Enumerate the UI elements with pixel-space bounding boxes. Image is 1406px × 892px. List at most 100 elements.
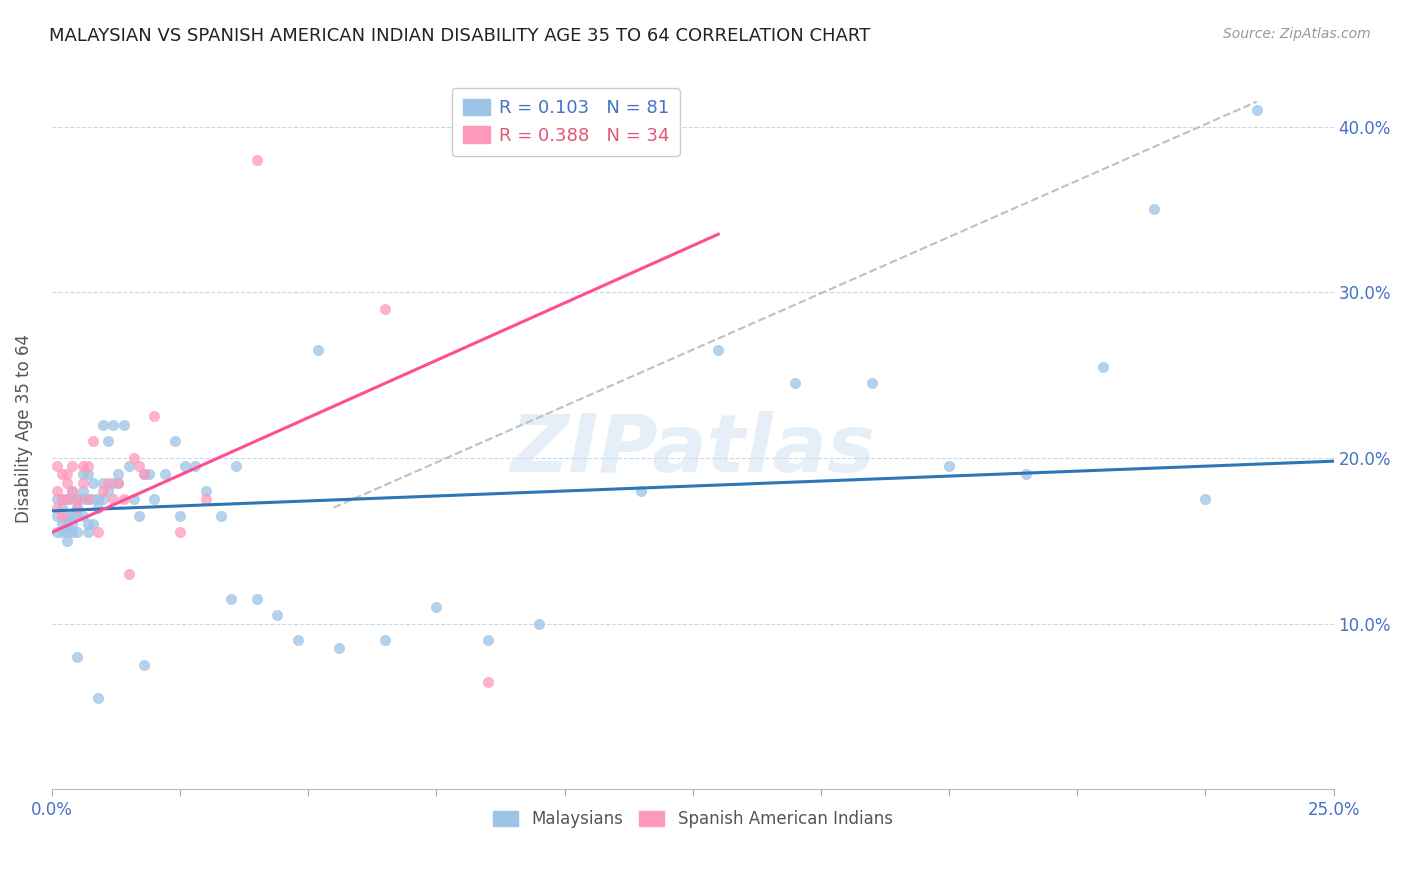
- Point: [266, 608, 288, 623]
- Point: [51, 492, 73, 507]
- Point: [143, 409, 166, 424]
- Point: [72, 475, 94, 490]
- Point: [51, 492, 73, 507]
- Point: [51, 467, 73, 482]
- Point: [45, 508, 67, 523]
- Point: [194, 492, 217, 507]
- Point: [66, 508, 89, 523]
- Point: [246, 591, 269, 606]
- Point: [169, 525, 191, 540]
- Point: [630, 483, 652, 498]
- Point: [707, 343, 730, 358]
- Point: [66, 492, 89, 507]
- Point: [56, 517, 79, 532]
- Point: [122, 492, 145, 507]
- Point: [209, 508, 232, 523]
- Point: [56, 467, 79, 482]
- Point: [87, 691, 110, 706]
- Point: [1246, 103, 1268, 117]
- Point: [72, 492, 94, 507]
- Point: [287, 633, 309, 648]
- Point: [51, 517, 73, 532]
- Point: [87, 500, 110, 515]
- Point: [938, 459, 960, 474]
- Point: [103, 475, 125, 490]
- Point: [97, 475, 120, 490]
- Point: [76, 492, 98, 507]
- Point: [97, 483, 120, 498]
- Point: [72, 483, 94, 498]
- Point: [76, 492, 98, 507]
- Y-axis label: Disability Age 35 to 64: Disability Age 35 to 64: [15, 334, 32, 524]
- Point: [72, 467, 94, 482]
- Point: [72, 508, 94, 523]
- Point: [91, 483, 114, 498]
- Point: [107, 475, 129, 490]
- Point: [219, 591, 242, 606]
- Point: [107, 475, 129, 490]
- Point: [128, 508, 150, 523]
- Point: [103, 417, 125, 432]
- Legend: Malaysians, Spanish American Indians: Malaysians, Spanish American Indians: [486, 804, 900, 835]
- Point: [132, 657, 155, 672]
- Point: [82, 475, 104, 490]
- Point: [56, 508, 79, 523]
- Point: [91, 417, 114, 432]
- Point: [91, 492, 114, 507]
- Point: [87, 492, 110, 507]
- Point: [107, 467, 129, 482]
- Point: [1091, 359, 1114, 374]
- Point: [122, 450, 145, 465]
- Point: [477, 674, 499, 689]
- Point: [132, 467, 155, 482]
- Point: [60, 525, 83, 540]
- Point: [45, 483, 67, 498]
- Point: [374, 301, 396, 316]
- Point: [76, 517, 98, 532]
- Point: [112, 417, 135, 432]
- Point: [60, 492, 83, 507]
- Point: [225, 459, 247, 474]
- Point: [66, 500, 89, 515]
- Text: MALAYSIAN VS SPANISH AMERICAN INDIAN DISABILITY AGE 35 TO 64 CORRELATION CHART: MALAYSIAN VS SPANISH AMERICAN INDIAN DIS…: [49, 27, 870, 45]
- Point: [60, 483, 83, 498]
- Point: [169, 508, 191, 523]
- Point: [56, 475, 79, 490]
- Point: [66, 492, 89, 507]
- Point: [45, 500, 67, 515]
- Point: [143, 492, 166, 507]
- Point: [76, 467, 98, 482]
- Point: [56, 525, 79, 540]
- Point: [87, 525, 110, 540]
- Point: [477, 633, 499, 648]
- Point: [56, 533, 79, 548]
- Point: [153, 467, 176, 482]
- Point: [51, 525, 73, 540]
- Point: [56, 492, 79, 507]
- Point: [82, 434, 104, 449]
- Point: [785, 376, 807, 391]
- Point: [328, 641, 350, 656]
- Point: [138, 467, 160, 482]
- Point: [128, 459, 150, 474]
- Point: [103, 492, 125, 507]
- Point: [51, 500, 73, 515]
- Point: [66, 500, 89, 515]
- Text: Source: ZipAtlas.com: Source: ZipAtlas.com: [1223, 27, 1371, 41]
- Point: [56, 492, 79, 507]
- Point: [425, 599, 447, 614]
- Point: [174, 459, 197, 474]
- Point: [45, 492, 67, 507]
- Point: [82, 517, 104, 532]
- Point: [66, 525, 89, 540]
- Point: [45, 459, 67, 474]
- Point: [45, 525, 67, 540]
- Point: [307, 343, 329, 358]
- Point: [1143, 202, 1166, 217]
- Point: [184, 459, 207, 474]
- Point: [374, 633, 396, 648]
- Point: [60, 459, 83, 474]
- Point: [112, 492, 135, 507]
- Text: ZIPatlas: ZIPatlas: [510, 411, 875, 490]
- Point: [66, 649, 89, 664]
